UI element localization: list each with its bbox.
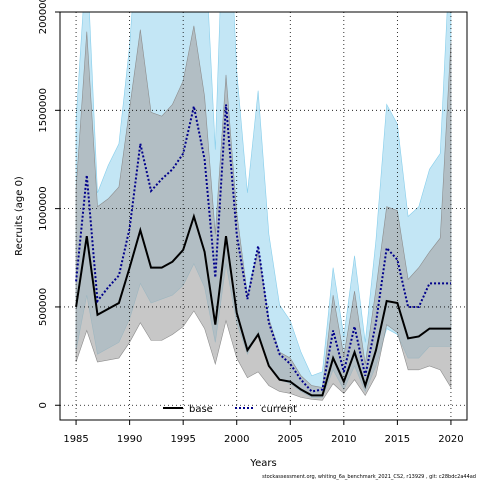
x-tick-label: 2000 (224, 434, 249, 445)
confidence-bands (75, 12, 452, 401)
x-axis: 1985 1990 1995 2000 2005 2010 2015 2020 (63, 420, 464, 445)
legend-base-label: base (189, 404, 213, 415)
legend: base current (163, 404, 297, 415)
y-axis-title: Recruits (age 0) (14, 176, 25, 256)
x-tick-label: 1985 (63, 434, 88, 445)
y-tick-label: 500000 (38, 288, 49, 326)
grid-lines (60, 12, 467, 420)
x-tick-label: 2010 (331, 434, 356, 445)
y-axis: 0 500000 1000000 1500000 2000000 (38, 0, 60, 408)
current-line (75, 104, 451, 393)
series-lines (75, 104, 451, 397)
x-tick-label: 1990 (117, 434, 142, 445)
y-tick-label: 1000000 (38, 186, 49, 231)
base-confidence-band (75, 25, 452, 401)
y-tick-label: 1500000 (38, 88, 49, 133)
y-tick-label: 2000000 (38, 0, 49, 34)
base-line (75, 213, 451, 397)
x-axis-title: Years (249, 458, 276, 469)
y-tick-label: 0 (38, 402, 49, 408)
footer-note: stockassessment.org, whiting_6a_benchmar… (262, 474, 476, 480)
legend-current-label: current (261, 404, 297, 415)
plot-frame (59, 11, 468, 421)
x-tick-label: 2005 (278, 434, 303, 445)
x-tick-label: 2015 (385, 434, 410, 445)
x-tick-label: 2020 (438, 434, 463, 445)
x-tick-label: 1995 (170, 434, 195, 445)
plot-area (60, 12, 467, 420)
